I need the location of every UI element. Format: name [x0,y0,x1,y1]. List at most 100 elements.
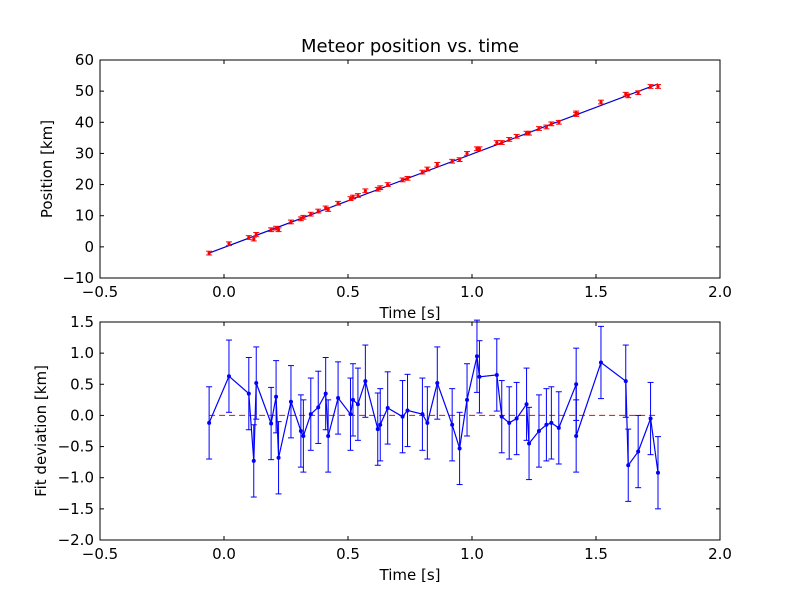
data-point [399,177,406,183]
deviation-point [435,381,440,386]
data-point [647,84,654,89]
deviation-point [494,372,499,377]
deviation-point [350,397,355,402]
deviation-point [574,382,579,387]
y-tick-label: 0.5 [70,375,94,393]
data-point [404,175,411,181]
deviation-point [405,408,410,413]
deviation-point [378,422,383,427]
data-point [635,90,642,96]
deviation-point [507,420,512,425]
deviation-point [246,391,251,396]
data-point [434,161,441,167]
deviation-point [477,374,482,379]
deviation-point [598,360,603,365]
deviation-point [474,354,479,359]
data-point [419,169,426,175]
data-point [377,185,384,191]
deviation-point [226,374,231,379]
position-plot: Meteor position vs. time −0.5 0.0 0.5 1.0 1.… [38,36,732,322]
deviation-axes-frame [99,321,721,541]
deviation-y-axis-label: Fit deviation [km] [32,365,50,497]
y-tick-label: 60 [75,51,94,69]
deviation-point [316,405,321,410]
x-tick-label: 1.5 [584,283,608,301]
x-tick-label: 0.0 [212,283,236,301]
x-tick-label: 0.0 [212,545,236,563]
data-point [287,219,294,225]
deviation-point [269,421,274,426]
data-point [506,137,513,142]
chart-title: Meteor position vs. time [301,36,519,57]
deviation-point [549,420,554,425]
y-tick-label: −0.5 [58,438,94,456]
deviation-point [251,458,256,463]
deviation-plot: −0.5 0.0 0.5 1.0 1.5 2.0 −2.0 −1.5 −1.0 −0.5 0.0 0.… [32,313,732,584]
data-point [307,211,314,217]
deviation-point [623,379,628,384]
x-tick-label: −0.5 [82,283,118,301]
data-point [535,126,542,131]
deviation-point [254,381,259,386]
deviation-point [420,412,425,417]
data-point [335,200,342,206]
data-point [275,227,282,233]
position-axes-frame [99,59,721,279]
data-point [548,121,555,127]
deviation-point [457,446,462,451]
deviation-point [274,394,279,399]
data-point [625,93,632,99]
data-point [362,188,369,194]
data-point [245,235,252,240]
y-tick-label: 10 [75,207,94,225]
data-point [225,241,232,247]
y-tick-label: −10 [62,269,94,287]
deviation-point [301,433,306,438]
deviation-point [648,416,653,421]
y-tick-label: 20 [75,176,94,194]
data-point [449,158,456,164]
deviation-point [298,429,303,433]
x-tick-label: 1.0 [460,283,484,301]
deviation-point [656,470,660,475]
data-point [384,182,391,187]
fit-line [208,83,659,254]
data-point [543,124,550,130]
data-point [268,227,275,233]
data-point [206,250,213,256]
deviation-point [207,420,212,425]
position-y-axis-label: Position [km] [38,120,56,218]
deviation-point [450,422,455,427]
deviation-point [514,416,519,421]
data-point [655,84,661,89]
deviation-point [465,397,470,402]
data-point [354,193,361,198]
y-tick-label: 1.5 [70,313,94,331]
x-tick-label: 0.5 [336,545,360,563]
data-point [456,157,463,163]
deviation-point [308,412,313,417]
deviation-point [355,402,360,407]
deviation-point [348,412,353,417]
data-point [476,146,483,152]
deviation-point [323,391,328,396]
deviation-point [556,425,561,430]
data-point [253,232,260,237]
data-point [513,133,520,139]
deviation-point [400,414,405,419]
y-tick-label: 0.0 [70,406,94,424]
data-point [555,119,562,125]
y-tick-label: 1.0 [70,344,94,362]
deviation-point [544,422,549,427]
y-tick-label: −1.5 [58,500,94,518]
y-tick-label: −1.0 [58,469,94,487]
data-point [424,166,431,172]
data-point [250,236,257,242]
x-tick-label: 0.5 [336,283,360,301]
deviation-point [425,420,430,425]
deviation-point [375,427,380,432]
deviation-point [276,455,281,460]
deviation-point [385,405,390,410]
y-tick-label: 40 [75,113,94,131]
